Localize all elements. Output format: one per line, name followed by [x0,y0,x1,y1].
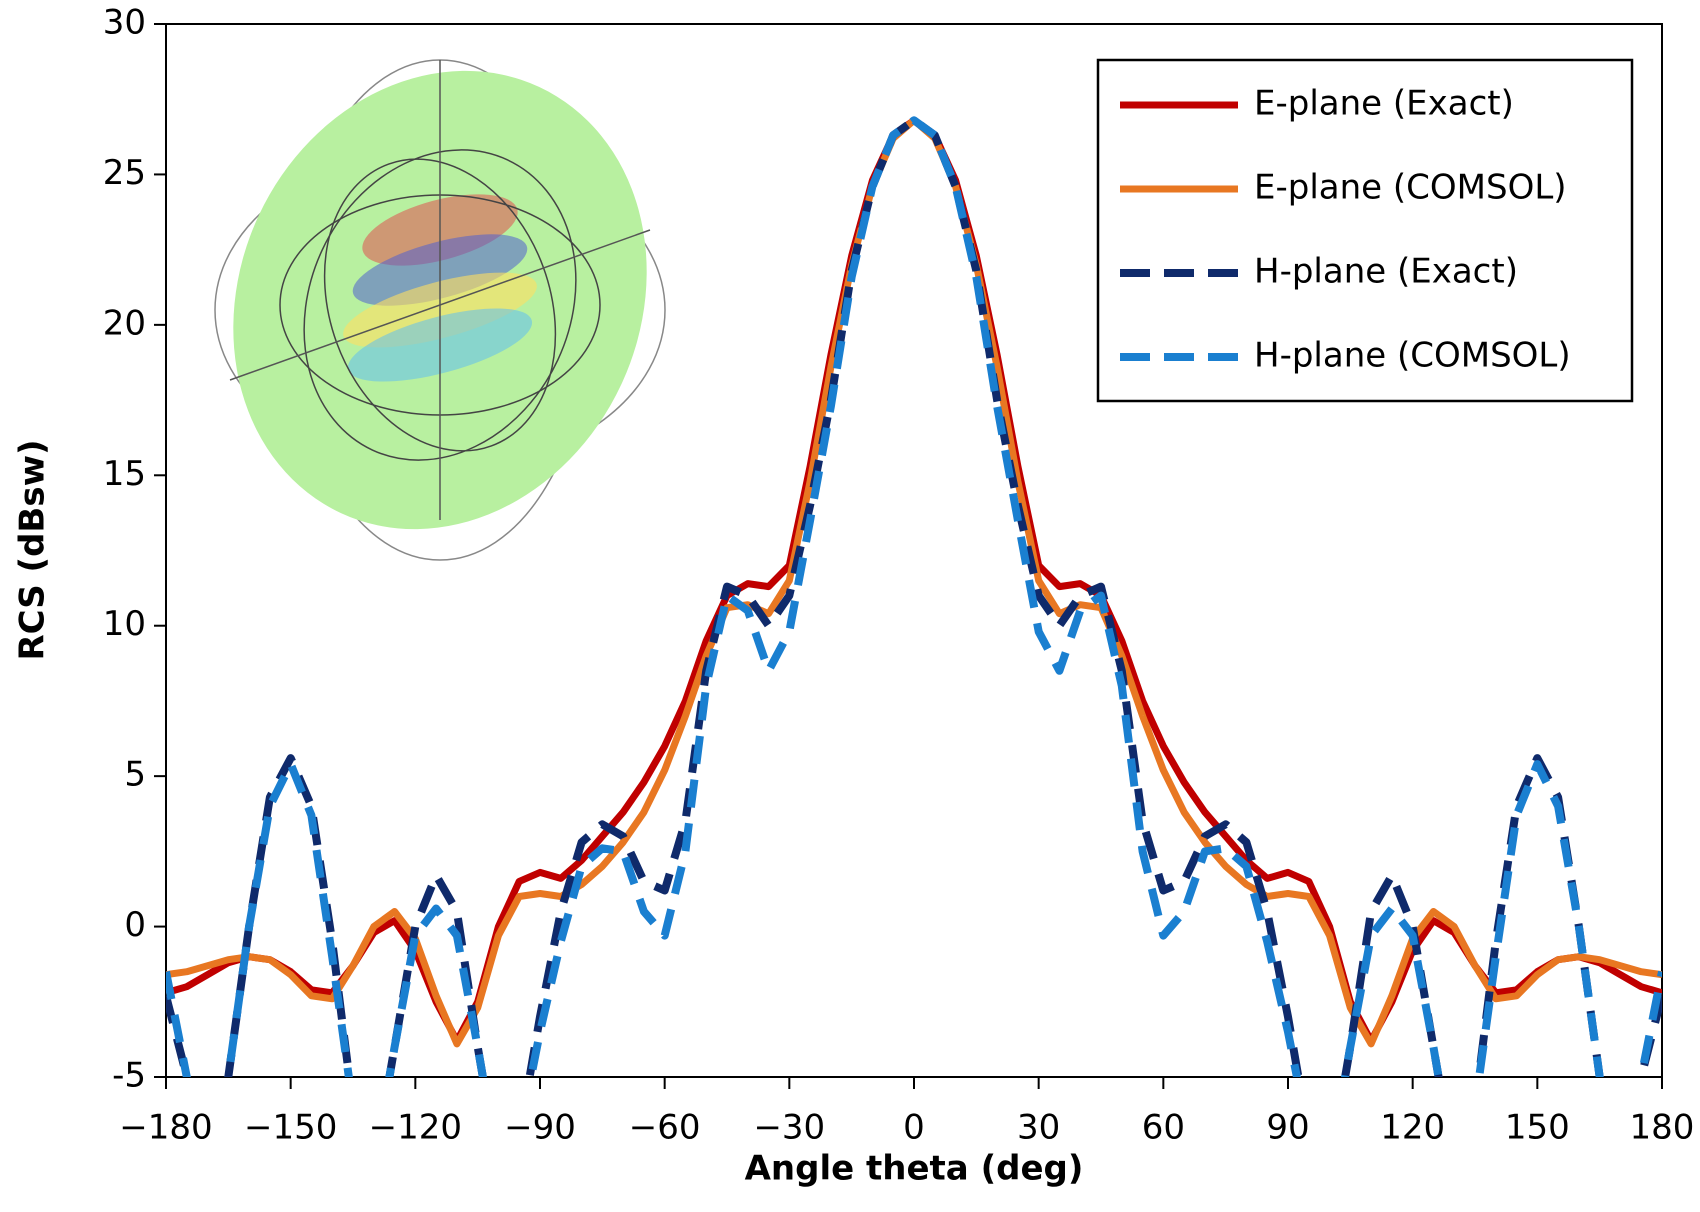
x-tick-label: 60 [1142,1108,1185,1148]
legend-label: E-plane (COMSOL) [1254,168,1567,208]
y-axis-label: RCS (dBsw) [13,439,53,660]
y-tick-label: 15 [103,454,146,494]
y-tick-label: 5 [124,755,146,795]
legend-box [1096,58,1634,403]
x-tick-label: 30 [1017,1108,1060,1148]
x-tick-label: 90 [1266,1108,1309,1148]
legend-label: H-plane (COMSOL) [1254,336,1571,376]
x-tick-label: −150 [244,1108,337,1148]
y-tick-label: 30 [103,3,146,43]
y-tick-label: 0 [124,905,146,945]
x-tick-label: 0 [903,1108,925,1148]
x-tick-label: −60 [629,1108,701,1148]
x-tick-label: −180 [119,1108,212,1148]
y-tick-label: 10 [103,604,146,644]
x-tick-label: −30 [753,1108,825,1148]
x-tick-label: 180 [1630,1108,1695,1148]
y-tick-label: 20 [103,303,146,343]
inset-figure [214,59,666,561]
x-tick-label: −120 [369,1108,462,1148]
x-tick-label: 150 [1505,1108,1570,1148]
legend-label: H-plane (Exact) [1254,252,1518,292]
y-tick-label: 25 [103,153,146,193]
x-tick-label: 120 [1380,1108,1445,1148]
y-tick-label: -5 [112,1056,146,1096]
x-tick-label: −90 [504,1108,576,1148]
series-line [166,116,1662,1077]
legend-label: E-plane (Exact) [1254,84,1514,124]
plot-area [166,116,1662,1077]
x-axis-label: Angle theta (deg) [745,1149,1084,1189]
